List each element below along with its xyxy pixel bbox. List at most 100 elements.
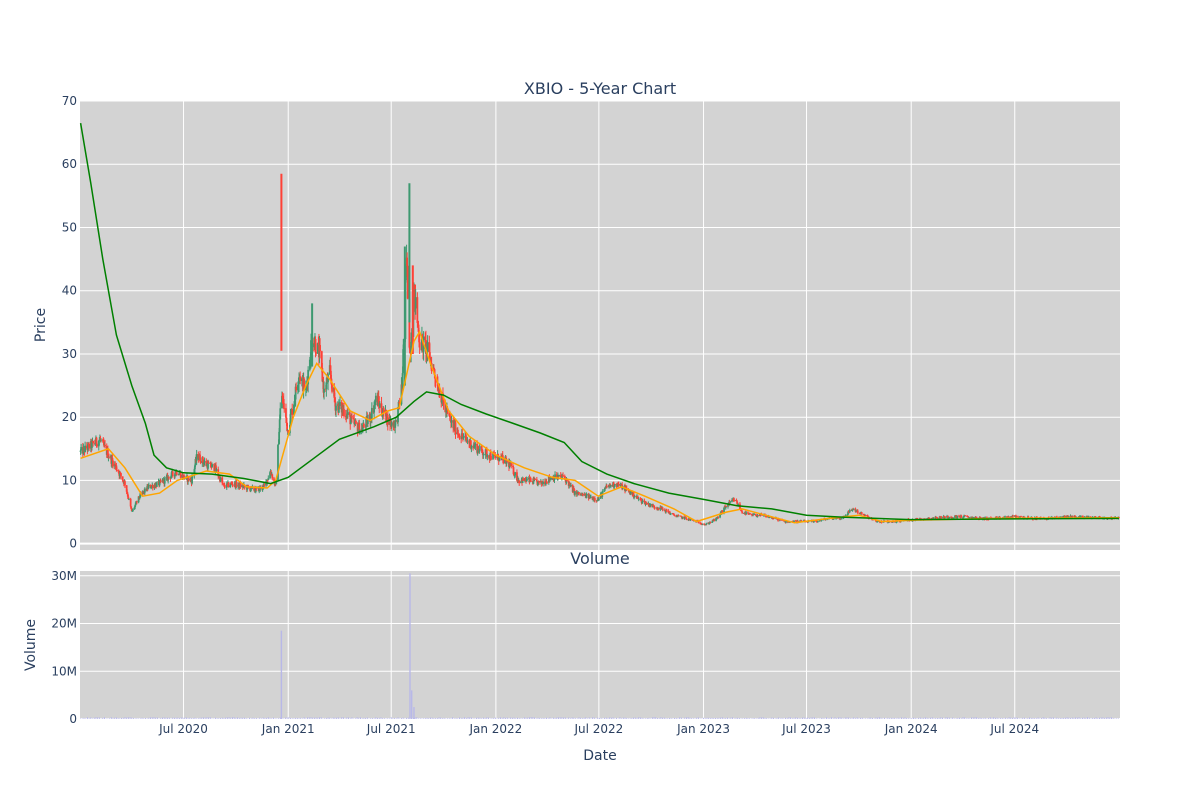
volume-bar [773, 717, 775, 719]
volume-bar [197, 718, 199, 719]
candle-body-up [589, 496, 592, 498]
volume-bar [1093, 718, 1095, 719]
candle-body-down [481, 451, 484, 455]
volume-bar [868, 717, 870, 719]
volume-bar [317, 717, 319, 719]
candle-body-down [104, 444, 106, 447]
volume-bar [230, 717, 232, 719]
volume-bar [288, 717, 290, 719]
volume-bar [131, 717, 133, 719]
volume-bar [883, 717, 885, 719]
volume-bar [783, 718, 785, 719]
volume-bar [865, 718, 867, 719]
volume-bar [351, 717, 353, 719]
volume-bar [1040, 718, 1042, 719]
candle-body-down [620, 483, 622, 485]
volume-bar [853, 717, 855, 719]
volume-bar [387, 718, 389, 719]
volume-bar [98, 717, 100, 719]
volume-bar [284, 717, 286, 719]
volume-bar [557, 717, 559, 719]
candle-body-up [974, 516, 977, 519]
candle-body-up [150, 485, 153, 488]
volume-bar [484, 718, 486, 719]
candle-body-up [414, 297, 417, 309]
volume-bar [607, 718, 609, 719]
volume-bar [499, 717, 501, 719]
volume-bar [634, 717, 636, 719]
volume-bar [829, 718, 831, 719]
candle-body-down [517, 478, 519, 482]
candle-body-down [428, 352, 431, 363]
volume-bar [872, 718, 874, 719]
candle-body-up [132, 509, 134, 511]
volume-bar [880, 717, 882, 719]
volume-bar [788, 717, 790, 719]
volume-bar [602, 718, 604, 719]
candle-body-down [553, 476, 555, 481]
candle-body-up [785, 521, 787, 523]
volume-bar [474, 718, 476, 719]
candle-body-down [757, 515, 760, 517]
volume-bar [110, 717, 112, 719]
volume-bar [906, 717, 908, 719]
candle-body-down [657, 508, 660, 510]
volume-bar [441, 718, 443, 719]
candle-body-down [717, 516, 720, 518]
volume-bar [1068, 717, 1070, 719]
candle-body-down [656, 508, 659, 510]
candle-body-down [1017, 516, 1020, 518]
volume-bar [626, 717, 628, 719]
candle-body-down [709, 522, 712, 523]
candle-body-down [235, 481, 238, 487]
candle-body-down [773, 517, 775, 519]
volume-bar [320, 717, 322, 719]
volume-bar [539, 717, 541, 719]
candle-body-down [464, 435, 467, 437]
volume-bar [286, 717, 288, 719]
volume-bar [477, 717, 479, 719]
volume-bar [491, 718, 493, 719]
volume-bar [428, 718, 430, 719]
candle-body-down [273, 478, 275, 481]
volume-bar [986, 718, 988, 719]
candle-body-up [361, 427, 364, 432]
candle-body-down [314, 339, 317, 353]
candle-body-down [488, 455, 490, 459]
volume-bar [641, 717, 643, 719]
candle-body-down [353, 418, 356, 424]
candle-body-down [418, 331, 420, 343]
candle-body-up [652, 505, 654, 508]
volume-x-tick-label: Jul 2023 [781, 722, 831, 736]
candle-body-up [504, 458, 506, 464]
candle-body-down [349, 415, 352, 425]
candle-body-down [461, 433, 464, 437]
moving-average-short-line [80, 330, 1119, 524]
candle-body-up [570, 484, 572, 486]
volume-bar [301, 718, 303, 719]
volume-bar [458, 717, 460, 719]
candle-body-down [582, 493, 584, 496]
volume-bar [534, 717, 536, 719]
volume-bar [1097, 718, 1099, 719]
candle-body-down [777, 518, 779, 521]
candle-body-down [436, 383, 439, 391]
price-plot-area: 0 10 20 30 40 50 60 70 [62, 94, 1120, 551]
candle-body-down [287, 430, 290, 434]
candle-body-down [605, 485, 608, 487]
candle-body-down [567, 481, 570, 487]
candle-body-up [426, 342, 429, 352]
candle-body-up [537, 481, 539, 485]
volume-bar [470, 717, 472, 719]
candle-body-up [705, 523, 708, 525]
volume-bar [728, 718, 730, 719]
candle-body-up [225, 483, 228, 488]
candle-body-down [572, 488, 575, 490]
volume-bar [122, 717, 124, 719]
candle-body-up [701, 523, 704, 525]
candle-body-up [727, 503, 729, 507]
volume-bar [419, 718, 421, 719]
volume-bar [947, 717, 949, 719]
candle-body-up [167, 476, 170, 481]
volume-bar [105, 718, 107, 719]
